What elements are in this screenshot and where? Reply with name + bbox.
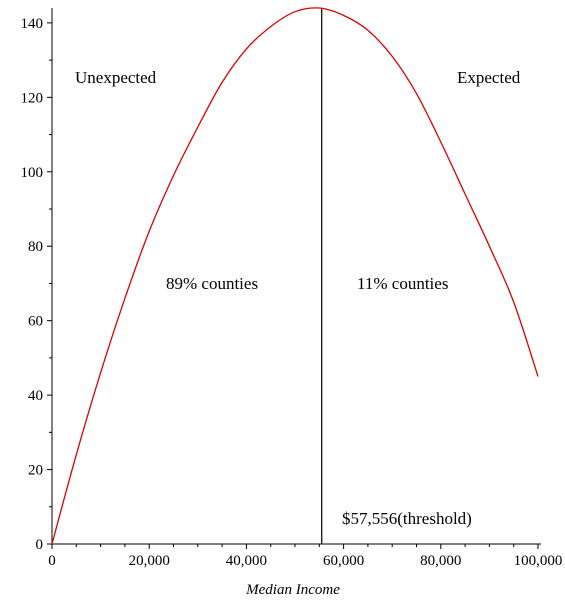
y-tick-label: 20 — [28, 463, 43, 479]
plot-area — [51, 7, 539, 545]
y-tick-label: 80 — [28, 239, 43, 255]
annotation-threshold: $57,556(threshold) — [342, 509, 472, 528]
annotation-expected: Expected — [457, 68, 521, 87]
x-tick-label: 60,000 — [323, 553, 364, 569]
y-tick-label: 0 — [36, 537, 44, 553]
y-tick-label: 60 — [28, 314, 43, 330]
annotation-unexpected: Unexpected — [75, 68, 157, 87]
x-tick-label: 100,000 — [514, 553, 563, 569]
x-tick-label: 0 — [48, 553, 56, 569]
x-tick-label: 80,000 — [420, 553, 461, 569]
x-tick-label: 40,000 — [226, 553, 267, 569]
annotation-left-share: 89% counties — [166, 274, 258, 293]
series-line — [51, 7, 539, 545]
axes — [51, 8, 541, 545]
x-axis-label: Median Income — [245, 582, 340, 598]
annotation-right-share: 11% counties — [357, 274, 448, 293]
x-tick-label: 20,000 — [129, 553, 170, 569]
y-tick-label: 140 — [21, 16, 44, 32]
y-tick-label: 120 — [21, 90, 44, 106]
y-tick-label: 100 — [21, 165, 44, 181]
axis-ticks: 0 20 40 60 80 100 120 140 0 20,000 40,000 60,000 80,… — [21, 16, 563, 569]
y-tick-label: 40 — [28, 388, 43, 404]
